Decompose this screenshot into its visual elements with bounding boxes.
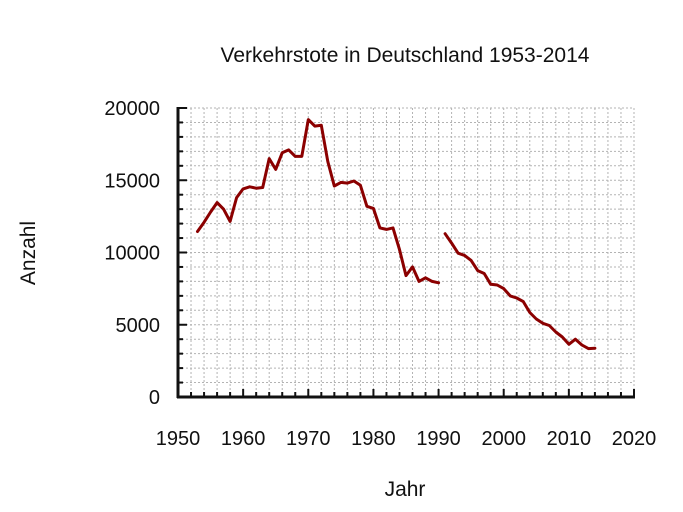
x-tick-label: 1950 [156, 428, 201, 450]
y-tick-label: 20000 [104, 98, 160, 120]
y-tick-label: 0 [149, 387, 160, 409]
x-axis-label: Jahr [385, 478, 426, 501]
series-line-1 [196, 118, 441, 285]
y-tick-label: 10000 [104, 243, 160, 265]
y-axis-ticks: 0 5000 10000 15000 20000 [104, 98, 187, 409]
series-layer [196, 118, 597, 351]
series-line-2 [443, 232, 597, 351]
x-tick-label: 2000 [481, 428, 526, 450]
y-tick-label: 15000 [104, 170, 160, 192]
y-axis-label: Anzahl [17, 221, 40, 285]
chart-title: Verkehrstote in Deutschland 1953-2014 [221, 44, 590, 67]
y-tick-label: 5000 [116, 315, 161, 337]
x-tick-label: 2020 [612, 428, 657, 450]
grid-lines [177, 107, 635, 398]
x-tick-label: 1990 [416, 428, 461, 450]
x-axis-ticks: 1950 1960 1970 1980 1990 2000 2010 2020 [156, 389, 657, 450]
x-tick-label: 1980 [351, 428, 396, 450]
x-tick-label: 1970 [286, 428, 331, 450]
x-tick-label: 1960 [221, 428, 266, 450]
x-tick-label: 2010 [547, 428, 592, 450]
